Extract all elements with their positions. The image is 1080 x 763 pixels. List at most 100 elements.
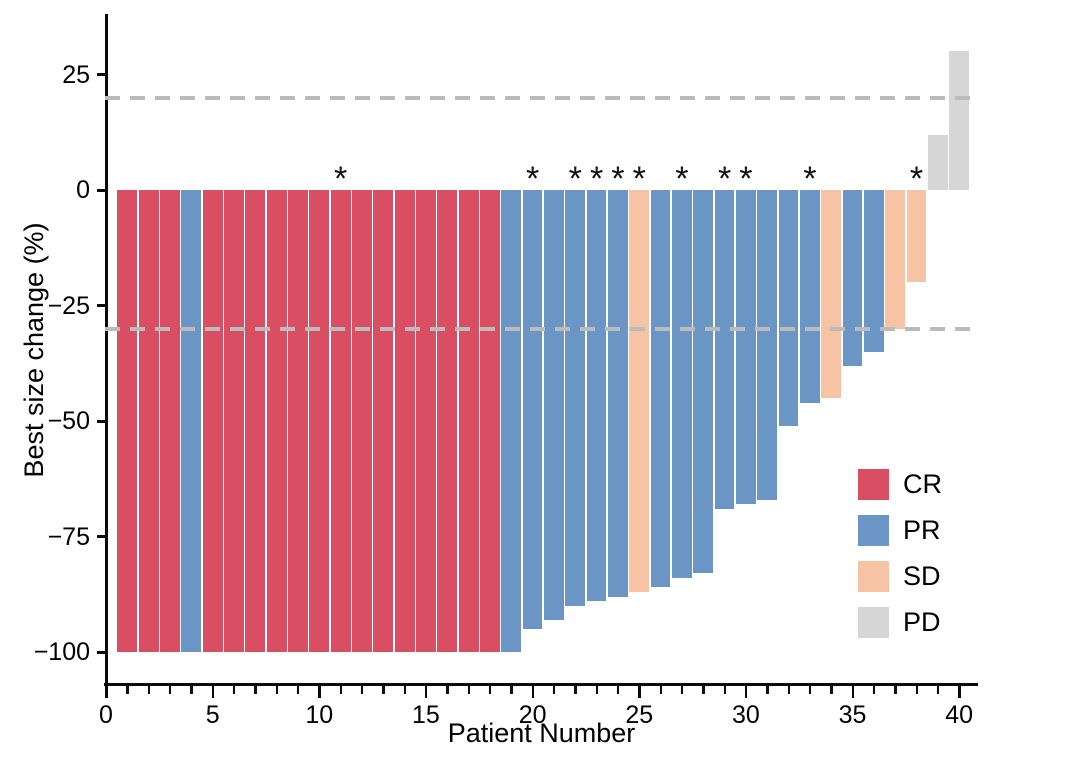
bar-patient-35 (842, 190, 863, 366)
x-minor-tick-17 (467, 686, 471, 694)
bar-patient-6 (224, 190, 244, 652)
legend-label-CR: CR (903, 469, 942, 499)
bar-patient-36 (863, 190, 884, 352)
legend-label-PR: PR (903, 515, 941, 545)
bar-patient-39 (927, 134, 948, 190)
x-major-tick-15 (424, 686, 428, 698)
x-minor-tick-29 (723, 686, 727, 694)
y-tick-0 (97, 188, 105, 192)
y-tick--25 (97, 304, 105, 307)
significance-asterisk-patient-30: * (739, 160, 753, 198)
bar-patient-21 (544, 190, 564, 620)
x-tick-label-40: 40 (945, 701, 974, 729)
x-minor-tick-23 (595, 686, 599, 694)
x-minor-tick-26 (659, 686, 663, 694)
x-tick-label-35: 35 (838, 701, 867, 729)
x-minor-tick-11 (339, 686, 343, 694)
significance-asterisk-patient-22: * (568, 160, 582, 198)
bar-patient-31 (757, 190, 778, 500)
y-tick-label-0: 0 (76, 176, 90, 204)
bar-patient-15 (416, 190, 436, 652)
x-minor-tick-27 (680, 686, 684, 694)
bar-patient-34 (821, 190, 842, 398)
x-minor-tick-22 (574, 686, 577, 694)
legend-label-PD: PD (903, 607, 941, 637)
significance-asterisk-patient-33: * (803, 160, 817, 198)
x-minor-tick-33 (808, 686, 812, 694)
bar-patient-12 (352, 190, 372, 652)
bar-patient-27 (672, 190, 692, 579)
bar-patient-30 (736, 190, 756, 505)
x-minor-tick-8 (275, 686, 279, 694)
legend-swatch-SD (858, 561, 889, 592)
bar-patient-3 (160, 190, 180, 652)
bar-patient-4 (181, 190, 202, 652)
x-minor-tick-2 (147, 686, 151, 694)
y-tick-label--50: −50 (47, 407, 90, 435)
legend-item-PR: PR (858, 515, 1028, 546)
x-major-tick-0 (105, 686, 108, 698)
x-axis-title: Patient Number (447, 718, 636, 748)
y-tick-label-25: 25 (62, 60, 90, 89)
x-tick-label-30: 30 (731, 701, 760, 729)
x-minor-tick-7 (254, 686, 257, 694)
x-minor-tick-6 (232, 686, 236, 694)
x-minor-tick-37 (894, 686, 897, 694)
legend-item-SD: SD (858, 561, 1028, 592)
x-minor-tick-34 (830, 686, 833, 694)
bar-patient-16 (437, 190, 458, 652)
bar-patient-14 (394, 190, 415, 652)
bar-patient-8 (266, 190, 287, 652)
x-axis-line (104, 683, 978, 686)
legend-label-SD: SD (903, 561, 941, 591)
bar-patient-11 (330, 190, 351, 652)
bar-patient-2 (138, 190, 159, 652)
x-minor-tick-32 (787, 686, 791, 694)
bar-patient-29 (714, 190, 735, 509)
bar-patient-32 (778, 190, 799, 426)
bar-patient-5 (202, 190, 223, 652)
x-tick-label-20: 20 (518, 701, 547, 729)
y-tick--50 (97, 419, 105, 423)
bar-patient-19 (501, 190, 522, 652)
y-axis-line (105, 14, 108, 687)
reference-line--30 (105, 326, 978, 331)
x-tick-label-10: 10 (305, 701, 334, 729)
x-tick-label-15: 15 (412, 701, 440, 729)
reference-line-20 (105, 95, 978, 100)
y-tick--100 (97, 650, 105, 654)
bar-patient-38 (906, 190, 927, 283)
y-tick-label--25: −25 (47, 291, 90, 320)
x-minor-tick-18 (488, 686, 492, 694)
x-major-tick-20 (531, 686, 535, 698)
x-major-tick-40 (958, 686, 961, 698)
bar-patient-17 (458, 190, 479, 652)
legend-swatch-PR (858, 515, 889, 546)
x-major-tick-5 (211, 686, 215, 698)
significance-asterisk-patient-25: * (632, 160, 646, 198)
legend-item-PD: PD (858, 607, 1028, 638)
significance-asterisk-patient-11: * (334, 160, 348, 198)
x-minor-tick-3 (168, 686, 172, 694)
bar-patient-9 (288, 190, 308, 652)
bar-patient-13 (373, 190, 394, 652)
significance-asterisk-patient-38: * (909, 160, 924, 198)
bar-patient-40 (949, 51, 970, 190)
x-minor-tick-1 (126, 686, 129, 694)
x-major-tick-30 (744, 686, 748, 698)
bar-patient-20 (522, 190, 543, 629)
legend-swatch-PD (858, 607, 889, 638)
x-minor-tick-36 (872, 686, 876, 694)
significance-asterisk-patient-23: * (589, 160, 604, 198)
y-axis-title: Best size change (%) (19, 222, 49, 478)
x-minor-tick-13 (382, 686, 385, 694)
bar-patient-25 (629, 190, 650, 592)
x-minor-tick-21 (552, 686, 556, 694)
x-major-tick-25 (638, 686, 641, 698)
significance-asterisk-patient-20: * (525, 160, 540, 198)
x-minor-tick-24 (616, 686, 620, 694)
bar-patient-18 (480, 190, 500, 652)
x-minor-tick-28 (702, 686, 705, 694)
bar-patient-22 (565, 190, 586, 606)
legend-item-CR: CR (858, 469, 1028, 500)
